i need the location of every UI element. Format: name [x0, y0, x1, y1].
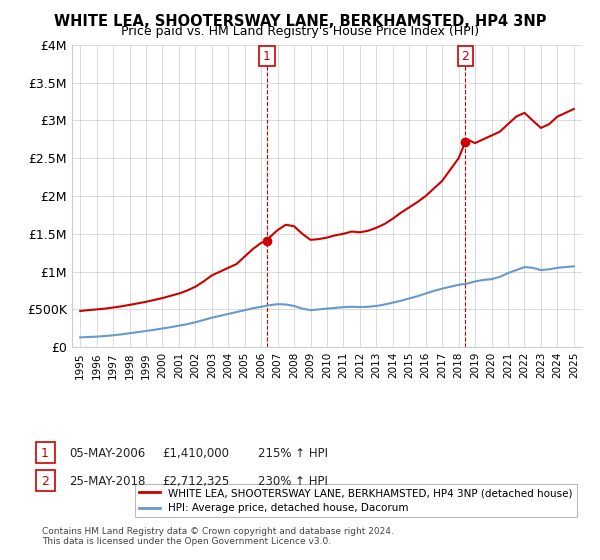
Legend: WHITE LEA, SHOOTERSWAY LANE, BERKHAMSTED, HP4 3NP (detached house), HPI: Average: WHITE LEA, SHOOTERSWAY LANE, BERKHAMSTED…: [135, 484, 577, 517]
Text: 230% ↑ HPI: 230% ↑ HPI: [258, 474, 328, 488]
Text: 05-MAY-2006: 05-MAY-2006: [69, 446, 145, 460]
Text: Contains HM Land Registry data © Crown copyright and database right 2024.
This d: Contains HM Land Registry data © Crown c…: [42, 526, 394, 546]
Text: Price paid vs. HM Land Registry's House Price Index (HPI): Price paid vs. HM Land Registry's House …: [121, 25, 479, 38]
Text: 2: 2: [41, 474, 49, 488]
Text: 1: 1: [263, 50, 271, 63]
Text: 2: 2: [461, 50, 469, 63]
Text: 25-MAY-2018: 25-MAY-2018: [69, 474, 145, 488]
Text: £2,712,325: £2,712,325: [162, 474, 229, 488]
Text: WHITE LEA, SHOOTERSWAY LANE, BERKHAMSTED, HP4 3NP: WHITE LEA, SHOOTERSWAY LANE, BERKHAMSTED…: [54, 14, 546, 29]
Text: £1,410,000: £1,410,000: [162, 446, 229, 460]
Text: 215% ↑ HPI: 215% ↑ HPI: [258, 446, 328, 460]
Text: 1: 1: [41, 446, 49, 460]
